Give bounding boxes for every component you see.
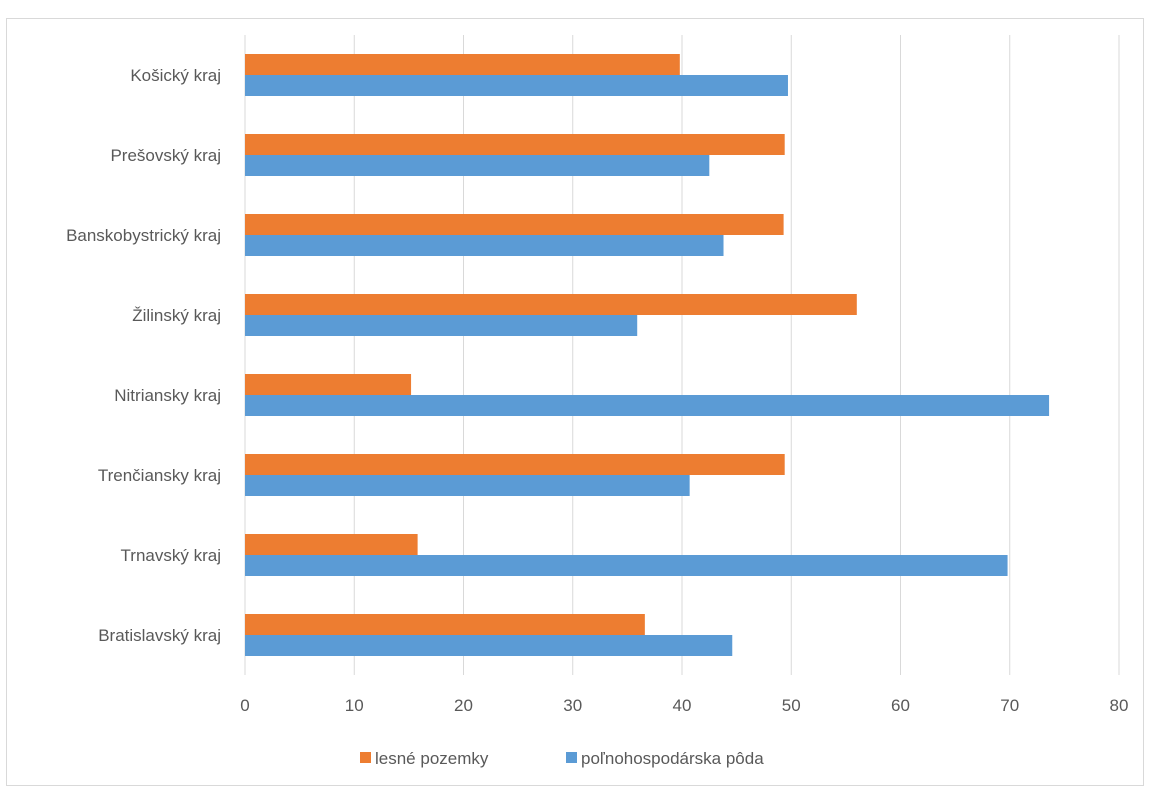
legend-swatch-polnohospodarska-poda	[566, 752, 577, 763]
x-tick-label: 20	[454, 696, 473, 715]
category-label: Prešovský kraj	[110, 146, 221, 165]
x-tick-label: 10	[345, 696, 364, 715]
bar-lesne-pozemky	[245, 294, 857, 315]
legend-swatch-lesne-pozemky	[360, 752, 371, 763]
bar-polnohospodarska-poda	[245, 75, 788, 96]
legend-label-polnohospodarska-poda: poľnohospodárska pôda	[581, 749, 764, 768]
category-label: Trnavský kraj	[121, 546, 221, 565]
category-label: Žilinský kraj	[132, 306, 221, 325]
bar-lesne-pozemky	[245, 214, 784, 235]
bar-polnohospodarska-poda	[245, 155, 710, 176]
bar-polnohospodarska-poda	[245, 315, 638, 336]
category-label: Banskobystrický kraj	[66, 226, 221, 245]
bar-lesne-pozemky	[245, 134, 785, 155]
x-tick-label: 40	[673, 696, 692, 715]
category-label: Košický kraj	[130, 66, 221, 85]
x-tick-label: 30	[563, 696, 582, 715]
bar-polnohospodarska-poda	[245, 475, 690, 496]
x-tick-label: 50	[782, 696, 801, 715]
legend: lesné pozemky poľnohospodárska pôda	[360, 749, 764, 768]
x-tick-label: 60	[891, 696, 910, 715]
category-labels: Košický kraj Prešovský kraj Banskobystrick…	[66, 66, 221, 645]
category-label: Trenčiansky kraj	[98, 466, 221, 485]
bar-polnohospodarska-poda	[245, 555, 1008, 576]
gridlines	[244, 35, 1120, 675]
bar-polnohospodarska-poda	[245, 395, 1050, 416]
x-tick-labels: 0 10 20 30 40 50 60 70 80	[240, 696, 1128, 715]
bar-lesne-pozemky	[245, 54, 680, 75]
bar-lesne-pozemky	[245, 534, 418, 555]
bar-lesne-pozemky	[245, 374, 412, 395]
x-tick-label: 70	[1000, 696, 1019, 715]
bar-lesne-pozemky	[245, 454, 785, 475]
x-tick-label: 80	[1110, 696, 1129, 715]
legend-label-lesne-pozemky: lesné pozemky	[375, 749, 489, 768]
x-tick-label: 0	[240, 696, 249, 715]
bar-polnohospodarska-poda	[245, 235, 724, 256]
bars	[245, 54, 1050, 656]
category-label: Bratislavský kraj	[98, 626, 221, 645]
category-label: Nitriansky kraj	[114, 386, 221, 405]
bar-polnohospodarska-poda	[245, 635, 733, 656]
bar-lesne-pozemky	[245, 614, 645, 635]
